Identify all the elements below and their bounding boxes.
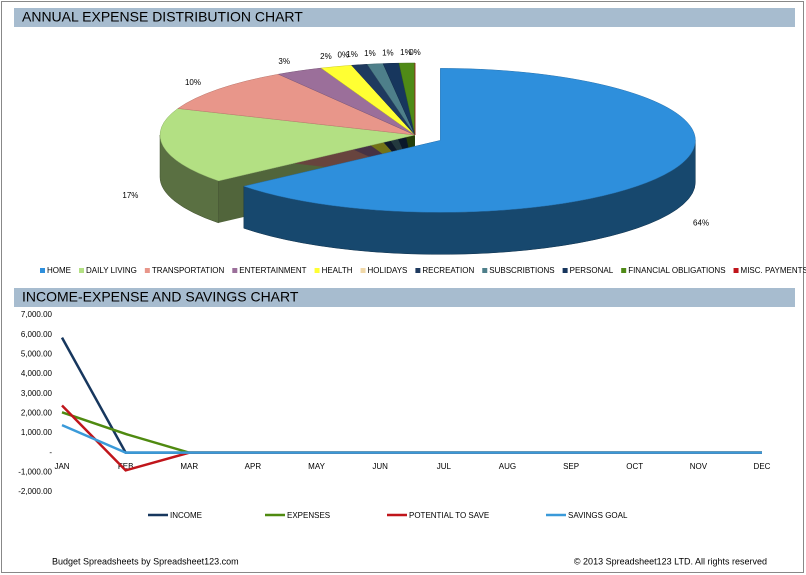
legend-swatch — [144, 268, 150, 273]
x-tick-label: JAN — [54, 462, 69, 471]
y-tick-label: 4,000.00 — [21, 369, 53, 378]
legend-label: INCOME — [170, 511, 202, 520]
legend-label: TRANSPORTATION — [152, 266, 225, 275]
x-tick-label: SEP — [563, 462, 579, 471]
title-bar — [14, 8, 795, 27]
slice-label: 1% — [400, 48, 412, 57]
slice-label: 2% — [320, 52, 332, 61]
x-tick-label: JUN — [372, 462, 388, 471]
y-tick-label: 3,000.00 — [21, 389, 53, 398]
x-tick-label: NOV — [690, 462, 708, 471]
legend-label: PERSONAL — [570, 266, 614, 275]
legend-label: SUBSCRIBTIONS — [489, 266, 554, 275]
legend-swatch — [314, 268, 320, 273]
legend-swatch — [40, 268, 45, 273]
legend-swatch — [733, 268, 739, 273]
x-tick-label: APR — [245, 462, 262, 471]
x-tick-label: MAY — [308, 462, 325, 471]
legend-label: FINANCIAL OBLIGATIONS — [628, 266, 725, 275]
legend-label: RECREATION — [422, 266, 474, 275]
footer-right: © 2013 Spreadsheet123 LTD. All rights re… — [574, 556, 767, 566]
slice-label: 17% — [122, 191, 138, 200]
legend-label: HOME — [47, 266, 71, 275]
y-tick-label: 2,000.00 — [21, 408, 53, 417]
x-tick-label: FEB — [118, 462, 134, 471]
x-tick-label: AUG — [499, 462, 516, 471]
slice-label: 64% — [693, 218, 709, 227]
slice-label: 3% — [278, 57, 290, 66]
slice-label: 1% — [364, 49, 376, 58]
slice-label: 10% — [185, 78, 201, 87]
legend-swatch — [621, 268, 627, 273]
pie-slice — [159, 108, 416, 182]
y-tick-label: 6,000.00 — [21, 330, 53, 339]
legend-label: HEALTH — [322, 266, 353, 275]
legend-label: DAILY LIVING — [86, 266, 137, 275]
y-tick-label: 7,000.00 — [21, 310, 53, 319]
slice-label: 1% — [346, 50, 358, 59]
pie-slice — [177, 73, 416, 136]
series-line — [61, 423, 762, 454]
legend-swatch — [415, 268, 421, 273]
y-tick-label: 5,000.00 — [21, 349, 53, 358]
x-tick-label: DEC — [754, 462, 771, 471]
legend-swatch — [232, 268, 238, 273]
title-bar — [14, 288, 795, 307]
legend-swatch — [79, 268, 84, 273]
y-tick-label: -1,000.00 — [18, 467, 52, 476]
legend-label: HOLIDAYS — [368, 266, 408, 275]
pie-slice — [242, 68, 696, 213]
slice-label: 0% — [409, 48, 421, 57]
footer-left: Budget Spreadsheets by Spreadsheet123.co… — [52, 556, 239, 566]
legend-label: MISC. PAYMENTS — [741, 266, 806, 275]
y-tick-label: -2,000.00 — [18, 487, 52, 496]
y-tick-label: 1,000.00 — [21, 428, 53, 437]
slice-label: 0% — [338, 51, 350, 60]
y-tick-label: - — [49, 448, 52, 457]
x-tick-label: JUL — [437, 462, 452, 471]
x-tick-label: MAR — [180, 462, 198, 471]
legend-swatch — [482, 268, 488, 273]
legend-swatch — [562, 268, 568, 273]
chart-title: INCOME-EXPENSE AND SAVINGS CHART — [22, 289, 299, 305]
legend-label: POTENTIAL TO SAVE — [409, 511, 489, 520]
slice-label: 1% — [382, 48, 394, 57]
legend-swatch — [360, 268, 366, 273]
legend-label: ENTERTAINMENT — [239, 266, 306, 275]
x-tick-label: OCT — [626, 462, 643, 471]
legend-label: EXPENSES — [287, 511, 330, 520]
legend-label: SAVINGS GOAL — [568, 511, 628, 520]
chart-title: ANNUAL EXPENSE DISTRIBUTION CHART — [22, 9, 303, 25]
